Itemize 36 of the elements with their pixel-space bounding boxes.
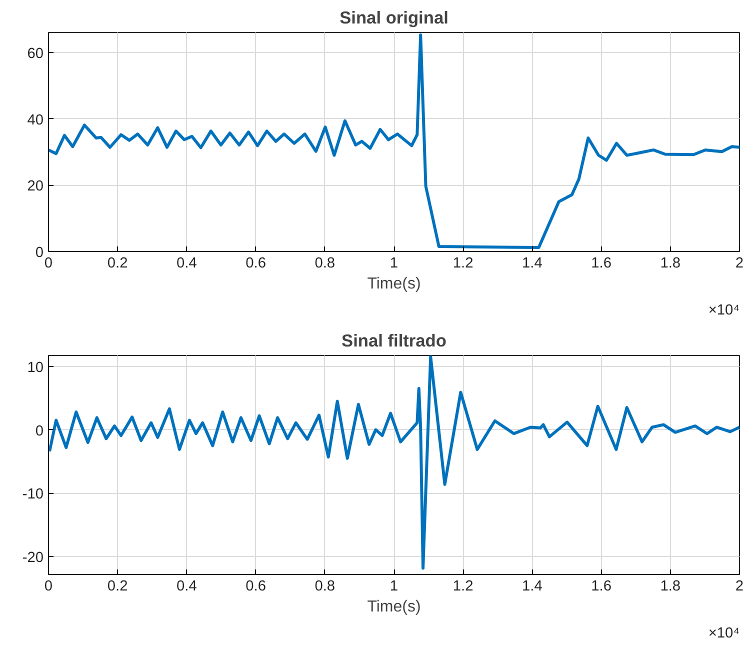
line-series: [48, 33, 740, 250]
x-tick-label: 2: [735, 256, 744, 272]
x-tick-label: 1.8: [660, 256, 681, 272]
text: ×10⁴: [708, 302, 740, 318]
y-tick-label: 60: [27, 46, 44, 62]
x-axis-title: Time(s): [367, 598, 421, 616]
text: ×10⁴: [708, 626, 740, 642]
x-tick-label: 1.4: [522, 578, 542, 594]
x-tick-label: 0.6: [246, 256, 266, 272]
y-tick-label: 10: [27, 360, 44, 376]
y-tick-label: 0: [35, 423, 44, 440]
x-tick-label: 0.4: [176, 256, 197, 272]
x-tick-label: 1.8: [660, 578, 681, 594]
x-tick-label: 0.8: [314, 256, 336, 272]
x-tick-label: 0.2: [107, 578, 128, 594]
chart-title: Sinal original: [340, 8, 448, 28]
x-tick-label: 1.4: [522, 256, 542, 272]
line-series: [48, 356, 740, 570]
y-tick-label: 20: [27, 178, 44, 195]
x-tick-label: 0.6: [246, 578, 266, 594]
y-tick-label: 0: [35, 245, 44, 261]
chart-title: Sinal filtrado: [342, 330, 446, 350]
x-tick-label: 1.6: [591, 256, 612, 272]
y-tick-label: 40: [27, 112, 44, 128]
y-tick-label: -10: [22, 486, 44, 503]
y-tick-label: -20: [22, 550, 44, 566]
x-tick-label: 1: [390, 578, 398, 594]
x-axis-title: Time(s): [367, 276, 421, 292]
x-tick-label: 0.4: [176, 578, 197, 594]
x-tick-label: 1.6: [591, 578, 612, 594]
x-tick-label: 1: [390, 256, 398, 272]
x-tick-label: 0.2: [107, 256, 128, 272]
x-tick-label: 2: [735, 578, 744, 594]
x-tick-label: 1.2: [452, 578, 474, 594]
x-tick-label: 1.2: [452, 256, 474, 272]
x-tick-label: 0.8: [314, 578, 336, 594]
